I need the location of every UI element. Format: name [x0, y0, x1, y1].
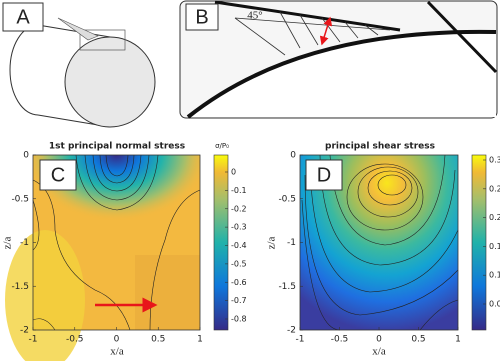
colorbar-tick-label: 0.2 — [489, 213, 500, 222]
x-tick-label: 1 — [455, 335, 461, 345]
colorbar-tick-label: 0 — [231, 168, 236, 177]
x-tick-label: 0.5 — [411, 335, 425, 345]
panel-label: C — [51, 164, 65, 186]
panel-label: D — [317, 164, 331, 186]
panel-b: 45° B — [179, 0, 498, 119]
y-axis-label: z/a — [266, 236, 278, 249]
plot-title: 1st principal normal stress — [49, 142, 185, 152]
colorbar-tick-label: -0.3 — [231, 223, 247, 232]
angle-label: 45° — [247, 10, 262, 22]
y-tick-label: 0 — [290, 151, 296, 161]
panel-c: 1st principal normal stress C σ/P₀ x/a z… — [2, 142, 229, 361]
y-axis-label: z/a — [2, 236, 14, 249]
y-tick-label: -0.5 — [11, 194, 29, 204]
colorbar-tick-label: -0.2 — [231, 204, 247, 213]
x-tick-label: 0 — [376, 335, 382, 345]
panel-a: A — [2, 2, 156, 128]
colorbar-label: σ/P₀ — [215, 142, 229, 150]
panel-label: B — [195, 6, 208, 28]
x-tick-label: 1 — [197, 335, 203, 345]
y-tick-label: -1.5 — [278, 282, 296, 292]
y-tick-label: 0 — [23, 151, 29, 161]
x-tick-label: 0.5 — [151, 335, 165, 345]
x-tick-label: 0 — [114, 335, 120, 345]
panel-d: principal shear stress D x/a z/a — [266, 142, 487, 358]
x-tick-label: -1 — [296, 335, 305, 345]
x-axis-label: x/a — [372, 346, 386, 358]
colorbar-tick-label: -0.1 — [231, 186, 247, 195]
x-tick-label: -0.5 — [66, 335, 84, 345]
colorbar-tick-label: 0.15 — [489, 242, 500, 251]
y-tick-label: -1 — [20, 238, 29, 248]
y-tick-label: -1.5 — [11, 282, 29, 292]
colorbar-tick-label: 0.05 — [489, 300, 500, 309]
plot-title: principal shear stress — [325, 142, 435, 152]
tick-labels: -1 -0.5 0 0.5 1 0 -0.5 -1 -1.5 -2 0 -0.1 -0.2 -0.3 -0.… — [11, 151, 500, 345]
colorbar-tick-label: -0.4 — [231, 241, 247, 250]
colorbar-tick-label: -0.6 — [231, 278, 247, 287]
y-tick-label: -2 — [287, 326, 296, 336]
y-tick-label: -0.5 — [278, 194, 296, 204]
x-tick-label: -0.5 — [331, 335, 349, 345]
colorbar-tick-label: -0.5 — [231, 259, 247, 268]
y-tick-label: -2 — [20, 326, 29, 336]
x-axis-label: x/a — [110, 346, 124, 358]
panel-label: A — [16, 6, 30, 28]
colorbar-tick-label: -0.7 — [231, 296, 247, 305]
x-tick-label: -1 — [29, 335, 38, 345]
colorbar-tick-label: 0.25 — [489, 184, 500, 193]
colorbar-tick-label: 0.3 — [489, 156, 500, 165]
y-tick-label: -1 — [287, 238, 296, 248]
colorbar-tick-label: -0.8 — [231, 315, 247, 324]
colorbar-tick-label: 0.1 — [489, 271, 500, 280]
